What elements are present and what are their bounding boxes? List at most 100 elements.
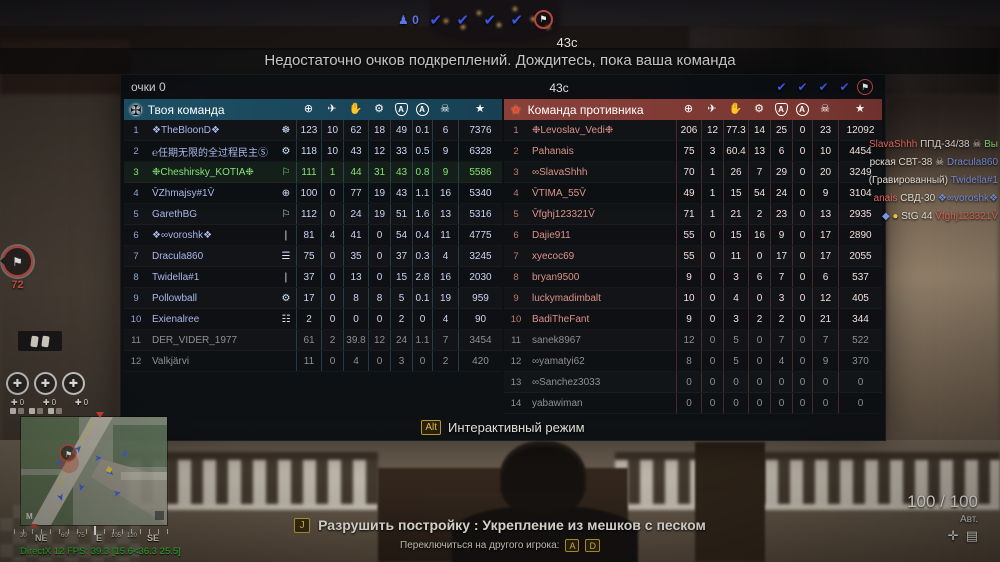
plus-icon: ✚: [42, 398, 50, 407]
flag-icon: ⚑: [860, 81, 870, 92]
stat-kills: 61: [296, 330, 321, 350]
reinforce-slot-button[interactable]: ✚: [62, 372, 85, 395]
stat-capture-points: 0.5: [412, 141, 432, 161]
friendly-team-table: ✠ Твоя команда ⊕ ✈ ✋ ⚙ A A ☠ ★ 1 ❖TheBloonD❖ ☸ 123…: [124, 99, 502, 414]
scoreboard-row[interactable]: 7 xyecoc69 55 0 11 0 17 0 17 2055: [504, 246, 882, 267]
stat-assists: 3: [723, 309, 748, 329]
player-rank: 4: [133, 187, 139, 199]
scoreboard-row[interactable]: 11 DER_VIDER_1977 61 2 39.8 12 24 1.1 7 3454: [124, 330, 502, 351]
defend-points-badge: A: [774, 103, 788, 116]
player-rank: 13: [510, 376, 522, 388]
stat-deaths: 17: [812, 246, 838, 266]
player-name: BadiTheFant: [532, 313, 590, 325]
scoreboard-row[interactable]: 10 Exienalree ☷ 2 0 0 0 2 0 4 90: [124, 309, 502, 330]
scoreboard-row[interactable]: 2 Pahanais 75 3 60.4 13 6 0 10 4454: [504, 141, 882, 162]
stat-vehicle-kills: 1: [321, 162, 343, 182]
stat-deaths: 13: [432, 204, 458, 224]
stat-vehicle-kills: 0: [701, 372, 723, 392]
stat-assists: 5: [723, 351, 748, 371]
stat-defend-points: 7: [770, 267, 792, 287]
flag-class-icon: ⚐: [281, 208, 291, 220]
scoreboard-row[interactable]: 9 luckymadimbalt 10 0 4 0 3 0 12 405: [504, 288, 882, 309]
scoreboard-row[interactable]: 14 yabawiman 0 0 0 0 0 0 0 0: [504, 393, 882, 414]
stat-kills: 49: [676, 183, 701, 203]
stat-vehicle-kills: 0: [701, 267, 723, 287]
scoreboard-row[interactable]: 8 Twidella#1 ❘ 37 0 13 0 15 2.8 16 2030: [124, 267, 502, 288]
scoreboard-row[interactable]: 7 Dracula860 ☰ 75 0 35 0 37 0.3 4 3245: [124, 246, 502, 267]
stat-deaths: 2: [432, 351, 458, 371]
reinforcement-counts: ✚ 0 ✚ 0 ✚ 0: [6, 398, 93, 407]
kills-column-icon: ⊕: [683, 103, 694, 115]
stat-kills: 55: [676, 246, 701, 266]
scoreboard-row[interactable]: 6 Dajie911 55 0 15 16 9 0 17 2890: [504, 225, 882, 246]
stat-capture-points: 0: [412, 309, 432, 329]
player-rank: 10: [130, 313, 142, 325]
scoreboard-row[interactable]: 5 V̄fghj123321V̄ 71 1 21 2 23 0 13 2935: [504, 204, 882, 225]
ammo-hud: 100 / 100 Авт. ✛ ▤: [907, 492, 978, 544]
stat-deaths: 19: [432, 288, 458, 308]
reinforce-slot-button[interactable]: ✚: [6, 372, 29, 395]
stat-engineer-actions: 0: [748, 246, 770, 266]
scoreboard-row[interactable]: 6 ❖∞voroshk❖ ❘ 81 4 41 0 54 0.4 11 4775: [124, 225, 502, 246]
scoreboard-row[interactable]: 4 V̄Zhmajsy#1V̄ ⊕ 100 0 77 19 43 1.1 16 5340: [124, 183, 502, 204]
plus-icon: ✚: [74, 398, 82, 407]
stat-capture-points: 0: [792, 351, 812, 371]
killfeed-segment: ◆: [881, 211, 893, 222]
player-name: Twidella#1: [152, 271, 200, 283]
fire-mode-label: Авт.: [959, 514, 978, 525]
deaths-column-icon: ☠: [440, 103, 450, 115]
objective-checkmark-icon: ✔: [839, 80, 850, 94]
stat-score: 90: [458, 309, 502, 329]
scoreboard-row[interactable]: 1 ❖TheBloonD❖ ☸ 123 10 62 18 49 0.1 6 7376: [124, 120, 502, 141]
scoreboard-row[interactable]: 3 ∞SlavaShhh 70 1 26 7 29 0 20 3249: [504, 162, 882, 183]
stat-engineer-actions: 18: [368, 120, 390, 140]
stat-deaths: 9: [432, 162, 458, 182]
scoreboard-row[interactable]: 8 bryan9500 9 0 3 6 7 0 6 537: [504, 267, 882, 288]
stat-capture-points: 0: [792, 162, 812, 182]
stat-assists: 4: [343, 351, 368, 371]
reinforce-count-value: 0: [83, 398, 89, 407]
scoreboard-row[interactable]: 3 ❉Cheshirsky_KOTIA❉ ⚐ 111 1 44 31 43 0.8 9 5586: [124, 162, 502, 183]
minimap[interactable]: ⚑ M: [20, 416, 168, 526]
stat-defend-points: 43: [390, 183, 412, 203]
scoreboard-row[interactable]: 12 ∞yamatyi62 8 0 5 0 4 0 9 370: [504, 351, 882, 372]
scoreboard-row[interactable]: 5 GarethBG ⚐ 112 0 24 19 51 1.6 13 5316: [124, 204, 502, 225]
scoreboard-row[interactable]: 1 ❉Levoslav_Vedi❉ 206 12 77.3 14 25 0 23 12092: [504, 120, 882, 141]
stat-assists: 8: [343, 288, 368, 308]
scoreboard-row[interactable]: 10 BadiTheFant 9 0 3 2 2 0 21 344: [504, 309, 882, 330]
stat-engineer-actions: 12: [368, 141, 390, 161]
scoreboard-timer: 43с: [549, 81, 569, 95]
reinforce-count-value: 0: [51, 398, 57, 407]
stat-assists: 13: [343, 267, 368, 287]
stat-vehicle-kills: 1: [701, 204, 723, 224]
scoreboard-row[interactable]: 11 sanek8967 12 0 5 0 7 0 7 522: [504, 330, 882, 351]
player-rank: 1: [133, 124, 139, 136]
vehicle-kills-column-icon: ✈: [327, 103, 337, 115]
scoreboard-row[interactable]: 12 Valkjärvi 11 0 4 0 3 0 2 420: [124, 351, 502, 372]
objective-checkmark-icon: ✔: [429, 11, 443, 29]
scoreboard-row[interactable]: 9 Pollowball ⚙ 17 0 8 8 5 0.1 19 959: [124, 288, 502, 309]
stat-engineer-actions: 0: [368, 267, 390, 287]
stat-kills: 12: [676, 330, 701, 350]
capture-points-column-icon: A: [792, 103, 812, 116]
stat-engineer-actions: 6: [748, 267, 770, 287]
scoreboard-row[interactable]: 2 ℮任期无限的全过程民主Ⓢ ⚙ 118 10 43 12 33 0.5 9 6328: [124, 141, 502, 162]
ammo-counter: 100 / 100: [907, 492, 978, 511]
player-name: Exienalree: [152, 313, 200, 325]
stat-score: 3454: [458, 330, 502, 350]
axis-team-icon: ✠: [130, 101, 142, 118]
stat-score: 12092: [838, 120, 882, 140]
stat-assists: 15: [723, 183, 748, 203]
player-rank: 14: [510, 397, 522, 409]
stat-vehicle-kills: 12: [701, 120, 723, 140]
stat-score: 5316: [458, 204, 502, 224]
no-class-icon: [656, 267, 676, 287]
scoreboard-row[interactable]: 13 ∞Sanchez3033 0 0 0 0 0 0 0 0: [504, 372, 882, 393]
objective-edge-marker: ⚑ 72: [0, 246, 42, 291]
stat-vehicle-kills: 0: [321, 309, 343, 329]
stat-score: 0: [838, 393, 882, 413]
player-rank: 11: [511, 334, 521, 346]
scoreboard-row[interactable]: 4 V̄TIMA_55V̄ 49 1 15 54 24 0 9 3104: [504, 183, 882, 204]
objective-progress-row: ♟ 0 ✔ ✔ ✔ ✔ ⚑: [398, 10, 553, 29]
reinforce-slot-button[interactable]: ✚: [34, 372, 57, 395]
